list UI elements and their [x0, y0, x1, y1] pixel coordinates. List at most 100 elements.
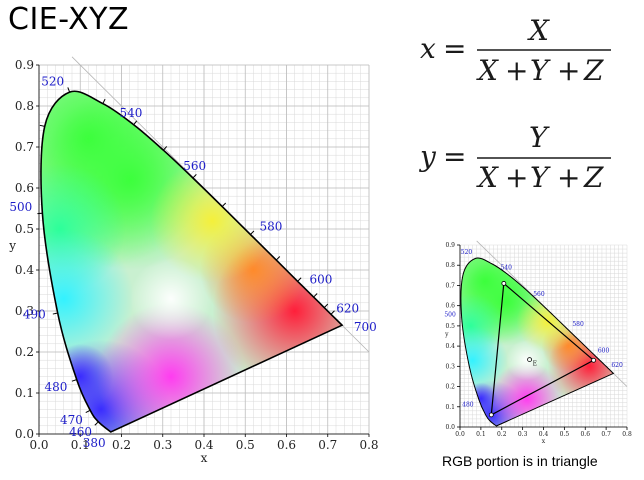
white-point-marker	[527, 357, 532, 362]
inset-y-tick-label: 0.0	[445, 424, 455, 431]
main-x-tick-label: 0.5	[236, 438, 255, 452]
inset-y-tick-label: 0.8	[445, 262, 455, 269]
inset-y-tick-label: 0.6	[445, 303, 455, 310]
main-locus-tick	[297, 277, 302, 282]
inset-wavelength-label: 600	[598, 348, 610, 355]
main-wavelength-label: 620	[336, 301, 359, 315]
main-wavelength-label: 600	[310, 273, 333, 287]
equation-x: x = X X + Y + Z	[420, 14, 611, 87]
main-x-tick-label: 0.4	[194, 438, 213, 452]
slide-title: CIE-XYZ	[8, 2, 130, 37]
inset-x-tick-label: 0.8	[622, 431, 632, 438]
inset-x-tick-label: 0.2	[497, 431, 507, 438]
equation-y-lhs: y	[418, 140, 437, 173]
main-locus-tick	[313, 293, 318, 298]
equation-y-denominator-X: X	[476, 161, 499, 194]
main-locus-tick	[102, 98, 106, 104]
inset-x-tick-label: 0.6	[580, 431, 590, 438]
main-spectral-locus-outline	[40, 90, 344, 433]
main-y-tick-label: 0.7	[15, 140, 34, 154]
main-wavelength-label: 460	[69, 425, 92, 439]
main-locus-tick	[133, 120, 138, 126]
main-wavelength-label: 520	[41, 74, 64, 88]
inset-wavelength-label: 500	[444, 311, 456, 318]
main-locus-tick	[221, 202, 227, 207]
inset-x-tick-label: 0.3	[518, 431, 528, 438]
main-locus-tick	[250, 230, 255, 235]
white-point-label: E	[533, 361, 537, 368]
equation-y-denominator-Y: Y	[530, 161, 551, 194]
main-x-tick-label: 0.7	[318, 438, 337, 452]
inset-spectral-locus-outline	[460, 257, 615, 427]
inset-x-tick-label: 0.5	[560, 431, 570, 438]
inset-wavelength-label: 520	[461, 249, 473, 256]
main-x-tick-label: 0.1	[71, 438, 90, 452]
equation-x-lhs: x	[420, 32, 436, 65]
equation-x-denominator-Y: Y	[530, 54, 551, 87]
main-locus-tick	[67, 87, 71, 93]
main-y-tick-label: 0.2	[15, 345, 34, 359]
main-wavelength-label: 580	[260, 220, 283, 234]
main-x-tick-label: 0.8	[359, 438, 378, 452]
inset-wavelength-label: 540	[501, 265, 513, 272]
main-wavelength-label: 500	[9, 200, 32, 214]
main-locus-tick	[94, 421, 99, 426]
main-color-blob	[40, 229, 134, 369]
main-x-tick-label: 0.0	[29, 438, 48, 452]
main-locus-ticks	[37, 87, 335, 426]
inset-y-tick-label: 0.7	[445, 282, 455, 289]
equation-x-numerator: X	[527, 14, 550, 47]
equation-x-denominator-plus2: +	[557, 54, 580, 87]
main-color-blob	[129, 257, 213, 340]
inset-y-tick-label: 0.3	[445, 363, 455, 370]
main-y-tick-label: 0.0	[15, 427, 34, 441]
main-locus-tick	[275, 256, 281, 261]
main-wavelength-label: 700	[354, 320, 377, 334]
inset-y-tick-label: 0.5	[445, 323, 455, 330]
main-wavelength-label: 380	[83, 436, 106, 450]
equation-y-equals: =	[443, 140, 466, 173]
equation-x-denominator-Z: Z	[583, 54, 604, 87]
main-chromaticity-plot: 0.0 0.1 0.2 0.3 0.4 0.5 0.6 0.7 0.8 0.0 0.1 0.2 0.3 0…	[8, 56, 379, 465]
main-locus-tick	[39, 124, 45, 127]
main-wavelength-label: 490	[23, 308, 46, 322]
main-locus-tick	[323, 303, 329, 308]
main-wavelength-label: 560	[183, 159, 206, 173]
main-locus-tick	[192, 174, 197, 179]
inset-wavelength-label: 480	[462, 402, 474, 409]
equation-y: y = Y X + Y + Z	[418, 121, 611, 194]
equation-x-equals: =	[443, 32, 466, 65]
rgb-gamut-triangle	[490, 282, 595, 416]
inset-gamut-color-fill	[460, 257, 614, 426]
inset-wavelength-label: 580	[572, 321, 584, 328]
inset-wavelength-label: 560	[533, 291, 545, 298]
rgb-primary-marker	[591, 357, 596, 363]
inset-color-blob	[505, 340, 548, 381]
main-locus-tick	[330, 310, 335, 315]
main-y-tick-label: 0.3	[15, 304, 34, 318]
main-locus-tick	[163, 146, 168, 151]
main-y-tick-label: 0.9	[15, 58, 34, 72]
inset-caption: RGB portion is in triangle	[442, 453, 598, 469]
main-x-tick-label: 0.6	[277, 438, 296, 452]
inset-y-tick-label: 0.2	[445, 384, 455, 391]
inset-color-blob	[460, 325, 509, 395]
main-locus-tick	[52, 312, 58, 315]
main-wavelength-label: 480	[44, 380, 67, 394]
main-y-tick-label: 0.6	[15, 181, 34, 195]
equation-y-denominator-plus2: +	[557, 161, 580, 194]
inset-x-tick-label: 0.7	[601, 431, 611, 438]
main-y-tick-label: 0.1	[15, 386, 34, 400]
inset-x-tick-label: 0.0	[455, 431, 465, 438]
main-x-axis-label: x	[201, 451, 208, 465]
main-x-tick-label: 0.3	[153, 438, 172, 452]
equation-x-denominator-plus1: +	[505, 54, 528, 87]
main-y-tick-label: 0.8	[15, 99, 34, 113]
equation-y-numerator: Y	[529, 121, 550, 154]
equation-x-denominator-X: X	[476, 54, 499, 87]
main-locus-tick	[71, 379, 77, 382]
inset-wavelength-label: 620	[611, 362, 623, 369]
equation-y-denominator-Z: Z	[583, 161, 604, 194]
inset-y-tick-label: 0.9	[445, 242, 455, 249]
